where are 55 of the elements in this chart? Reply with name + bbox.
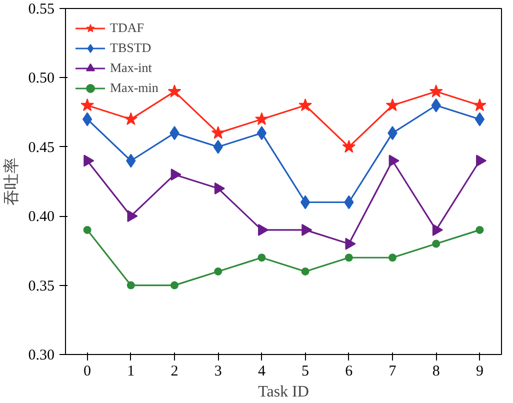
point bbox=[255, 112, 268, 125]
legend-label: Max-int bbox=[110, 60, 152, 76]
point bbox=[211, 126, 225, 139]
y-tick-label: 0.40 bbox=[28, 209, 54, 226]
y-axis-title: 吞吐率 bbox=[2, 158, 20, 206]
legend-label: TBSTD bbox=[110, 40, 152, 56]
point bbox=[124, 112, 138, 125]
y-tick-label: 0.35 bbox=[28, 278, 54, 294]
point bbox=[126, 281, 135, 290]
point bbox=[168, 84, 182, 98]
point bbox=[82, 112, 92, 126]
point bbox=[345, 238, 356, 250]
y-tick-label: 0.45 bbox=[28, 140, 54, 156]
point bbox=[476, 226, 484, 234]
x-axis-title: Task ID bbox=[258, 384, 309, 400]
x-tick-label: 2 bbox=[170, 364, 178, 380]
y-tick-label: 0.30 bbox=[28, 348, 54, 364]
point bbox=[170, 168, 182, 181]
point bbox=[214, 182, 225, 194]
point bbox=[214, 267, 222, 276]
point bbox=[170, 281, 178, 290]
point bbox=[84, 154, 94, 167]
point bbox=[302, 224, 312, 236]
x-tick-label: 7 bbox=[388, 364, 397, 380]
x-tick-label: 1 bbox=[127, 364, 135, 380]
point bbox=[258, 224, 269, 236]
x-tick-label: 3 bbox=[214, 364, 222, 380]
y-tick-label: 0.55 bbox=[28, 2, 54, 18]
legend-label: TDAF bbox=[110, 20, 144, 36]
point bbox=[127, 210, 138, 222]
point bbox=[342, 140, 356, 153]
x-tick-label: 8 bbox=[432, 364, 440, 380]
x-tick-label: 9 bbox=[476, 364, 484, 380]
point bbox=[432, 224, 443, 236]
point bbox=[386, 98, 400, 112]
point bbox=[298, 98, 312, 112]
point bbox=[344, 254, 353, 262]
point bbox=[474, 112, 485, 126]
point bbox=[83, 226, 92, 234]
point bbox=[301, 267, 310, 276]
point bbox=[388, 254, 396, 262]
x-tick-label: 5 bbox=[302, 364, 310, 380]
x-tick-label: 0 bbox=[84, 364, 92, 380]
point bbox=[432, 240, 440, 248]
point bbox=[256, 126, 267, 140]
x-tick-label: 4 bbox=[258, 364, 266, 380]
point bbox=[300, 195, 310, 210]
point bbox=[388, 154, 400, 167]
point bbox=[80, 98, 94, 112]
legend-label: Max-min bbox=[110, 80, 158, 96]
y-tick-label: 0.50 bbox=[28, 70, 54, 87]
point bbox=[429, 84, 443, 98]
x-tick-label: 6 bbox=[345, 364, 354, 380]
point bbox=[258, 254, 266, 262]
point bbox=[473, 98, 486, 112]
